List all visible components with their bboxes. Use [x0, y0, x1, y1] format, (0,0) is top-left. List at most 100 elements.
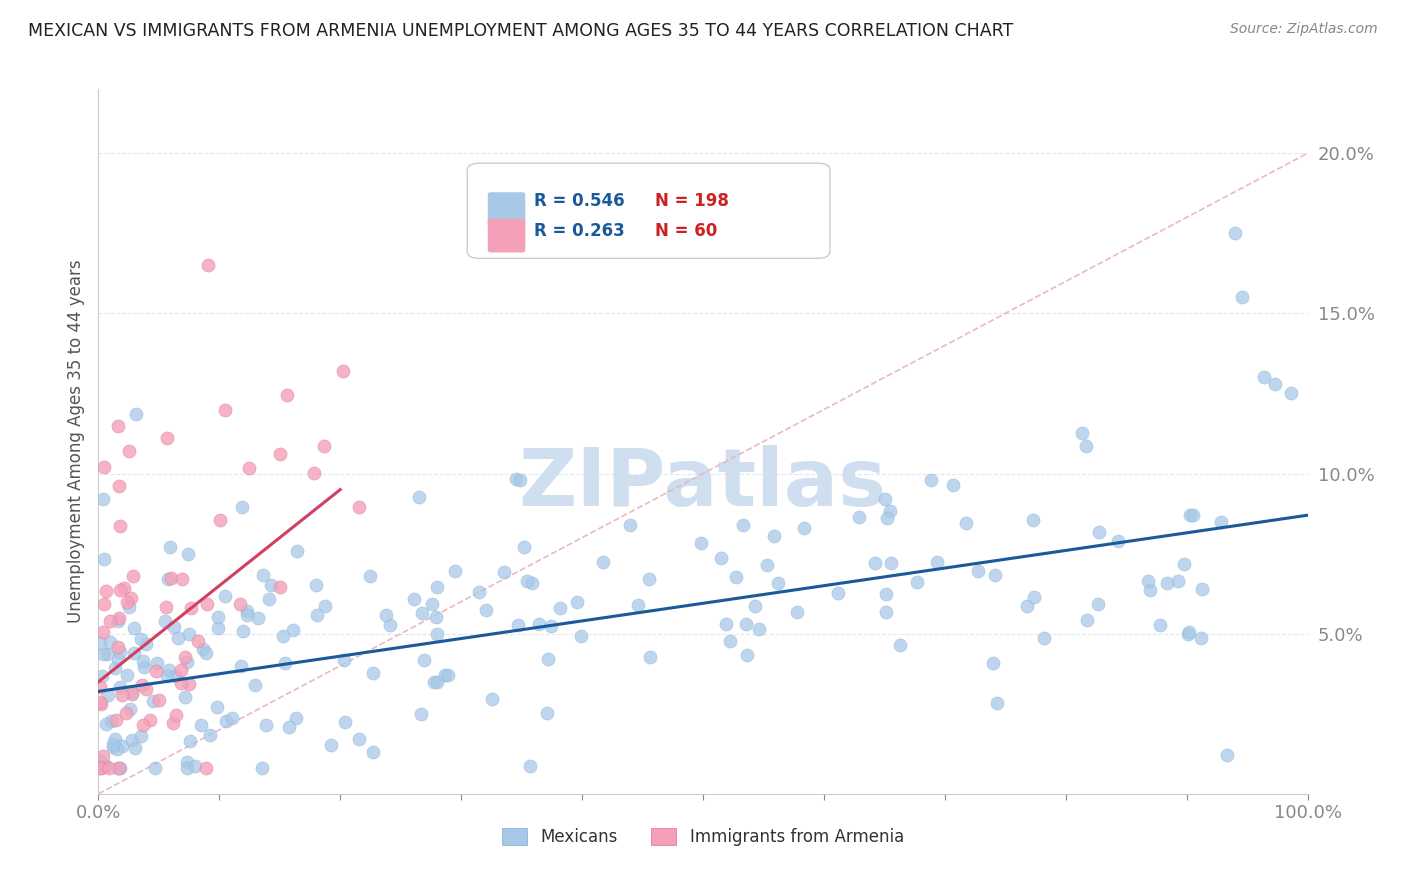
Point	[108, 761, 131, 775]
Point	[124, 741, 146, 756]
Point	[967, 564, 990, 578]
Point	[91, 491, 114, 506]
Point	[155, 431, 177, 445]
Point	[194, 761, 217, 775]
Point	[105, 713, 128, 727]
Point	[505, 472, 527, 486]
Point	[426, 627, 449, 641]
Point	[228, 597, 250, 611]
Point	[232, 624, 254, 638]
Point	[131, 729, 153, 743]
Point	[167, 631, 190, 645]
Point	[1071, 425, 1094, 440]
Point	[349, 500, 371, 515]
Point	[174, 690, 197, 705]
Point	[120, 591, 142, 606]
Point	[734, 617, 756, 632]
Point	[221, 711, 243, 725]
Point	[157, 572, 180, 586]
Point	[107, 614, 129, 628]
Point	[1191, 582, 1213, 596]
Point	[148, 693, 170, 707]
Point	[159, 571, 181, 585]
Point	[519, 759, 541, 773]
Point	[638, 572, 661, 586]
Point	[1223, 227, 1246, 241]
Point	[121, 685, 143, 699]
Point	[304, 467, 326, 481]
Point	[159, 540, 181, 554]
Point	[115, 594, 138, 608]
Point	[565, 595, 588, 609]
Point	[1033, 631, 1056, 645]
Point	[285, 543, 308, 558]
Point	[756, 558, 779, 572]
Point	[90, 697, 112, 711]
Point	[1139, 582, 1161, 597]
Point	[548, 600, 571, 615]
Point	[176, 655, 198, 669]
Point	[718, 633, 741, 648]
FancyBboxPatch shape	[467, 163, 830, 259]
Point	[1189, 631, 1212, 645]
Point	[592, 555, 614, 569]
Text: R = 0.263: R = 0.263	[534, 222, 624, 240]
Point	[139, 713, 162, 727]
Point	[269, 447, 291, 461]
Point	[243, 678, 266, 692]
Point	[285, 711, 308, 725]
Point	[236, 608, 259, 623]
Point	[142, 694, 165, 708]
Point	[875, 605, 897, 619]
Point	[260, 577, 283, 591]
Point	[172, 572, 194, 586]
Text: Source: ZipAtlas.com: Source: ZipAtlas.com	[1230, 22, 1378, 37]
Point	[768, 576, 790, 591]
Point	[981, 656, 1004, 670]
Point	[527, 617, 550, 632]
FancyBboxPatch shape	[488, 192, 526, 226]
Point	[195, 597, 218, 611]
Point	[163, 620, 186, 634]
Point	[89, 753, 111, 767]
Point	[875, 587, 897, 601]
Point	[434, 668, 457, 682]
Point	[120, 702, 142, 716]
Point	[1177, 627, 1199, 641]
Point	[744, 599, 766, 614]
Point	[314, 599, 336, 613]
Point	[143, 761, 166, 775]
Point	[170, 676, 193, 690]
Point	[481, 692, 503, 706]
Point	[247, 611, 270, 625]
Point	[91, 624, 114, 639]
Point	[180, 601, 202, 615]
Point	[1264, 376, 1286, 391]
Point	[121, 687, 143, 701]
Point	[107, 761, 129, 775]
Text: N = 198: N = 198	[655, 192, 728, 210]
Point	[513, 541, 536, 555]
Point	[112, 582, 135, 596]
Point	[121, 732, 143, 747]
Point	[1279, 386, 1302, 401]
Point	[205, 700, 228, 714]
Point	[876, 511, 898, 525]
Point	[725, 570, 748, 584]
Point	[763, 528, 786, 542]
Point	[122, 621, 145, 635]
Point	[1156, 576, 1178, 591]
Point	[108, 479, 131, 493]
Point	[375, 608, 398, 623]
Point	[122, 646, 145, 660]
Point	[236, 604, 259, 618]
Point	[101, 737, 124, 751]
Point	[146, 657, 169, 671]
Point	[522, 576, 544, 591]
Point	[710, 550, 733, 565]
Point	[129, 632, 152, 647]
Point	[1087, 524, 1109, 539]
Point	[176, 761, 198, 775]
Point	[361, 666, 384, 681]
Point	[955, 516, 977, 531]
